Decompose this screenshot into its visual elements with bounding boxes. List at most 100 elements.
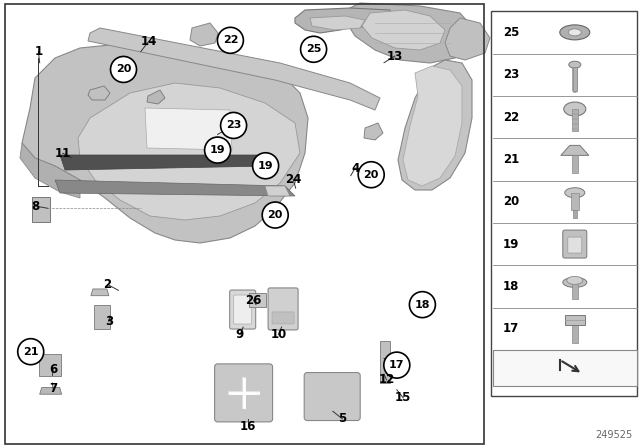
Text: 10: 10: [270, 328, 287, 341]
Polygon shape: [445, 18, 490, 60]
Text: 22: 22: [223, 35, 238, 45]
Circle shape: [410, 292, 435, 318]
Ellipse shape: [569, 61, 581, 68]
Ellipse shape: [564, 188, 585, 198]
Text: 8: 8: [31, 199, 39, 213]
Circle shape: [358, 162, 384, 188]
Polygon shape: [364, 123, 383, 140]
Circle shape: [205, 137, 230, 163]
Ellipse shape: [567, 276, 583, 284]
Bar: [32, 197, 50, 222]
Text: 14: 14: [140, 35, 157, 48]
Text: 23: 23: [226, 121, 241, 130]
Bar: [573, 210, 577, 218]
Text: 19: 19: [503, 237, 519, 250]
Text: 249525: 249525: [595, 430, 632, 440]
Circle shape: [262, 202, 288, 228]
Polygon shape: [91, 289, 109, 296]
Polygon shape: [265, 186, 290, 196]
Bar: [5, 4, 484, 444]
Text: 12: 12: [378, 373, 395, 387]
Bar: [491, 11, 637, 396]
Bar: [572, 282, 578, 299]
Text: 20: 20: [364, 170, 379, 180]
Bar: [572, 155, 578, 173]
Polygon shape: [345, 3, 475, 63]
Bar: [572, 109, 578, 131]
Polygon shape: [403, 66, 462, 186]
FancyBboxPatch shape: [563, 230, 587, 258]
Circle shape: [221, 112, 246, 138]
Polygon shape: [362, 10, 445, 50]
Polygon shape: [40, 388, 61, 394]
Circle shape: [218, 27, 243, 53]
Ellipse shape: [563, 277, 587, 288]
FancyBboxPatch shape: [230, 290, 256, 329]
Text: 22: 22: [503, 111, 519, 124]
Ellipse shape: [568, 29, 581, 36]
Bar: [573, 67, 577, 90]
Text: 25: 25: [306, 44, 321, 54]
Text: 4: 4: [351, 161, 359, 175]
Text: 5: 5: [339, 412, 346, 426]
Text: 20: 20: [116, 65, 131, 74]
Polygon shape: [398, 60, 472, 190]
FancyBboxPatch shape: [248, 293, 266, 306]
Text: 13: 13: [387, 49, 403, 63]
Ellipse shape: [560, 25, 590, 40]
Text: 19: 19: [210, 145, 225, 155]
FancyBboxPatch shape: [272, 312, 294, 324]
Polygon shape: [295, 8, 395, 33]
Text: 17: 17: [389, 360, 404, 370]
Circle shape: [301, 36, 326, 62]
Text: 9: 9: [236, 328, 244, 341]
FancyBboxPatch shape: [304, 373, 360, 421]
Text: 1: 1: [35, 45, 42, 58]
Polygon shape: [147, 90, 165, 104]
Text: 25: 25: [503, 26, 519, 39]
FancyBboxPatch shape: [38, 354, 61, 376]
Text: 6: 6: [49, 363, 57, 376]
Bar: [493, 350, 637, 386]
Polygon shape: [78, 83, 300, 220]
Circle shape: [18, 339, 44, 365]
FancyBboxPatch shape: [214, 364, 273, 422]
Text: 15: 15: [395, 391, 412, 405]
Text: 2: 2: [104, 278, 111, 291]
Text: 18: 18: [503, 280, 519, 293]
Text: 26: 26: [245, 293, 262, 307]
Text: 21: 21: [23, 347, 38, 357]
Ellipse shape: [564, 102, 586, 116]
Circle shape: [253, 153, 278, 179]
Polygon shape: [88, 28, 380, 110]
FancyBboxPatch shape: [568, 237, 582, 253]
Text: 19: 19: [258, 161, 273, 171]
FancyBboxPatch shape: [564, 315, 585, 325]
Text: 21: 21: [503, 153, 519, 166]
Text: 24: 24: [285, 172, 301, 186]
Bar: [571, 193, 579, 210]
Text: 17: 17: [503, 322, 519, 335]
Polygon shape: [190, 23, 218, 46]
Polygon shape: [55, 180, 295, 196]
FancyBboxPatch shape: [234, 295, 252, 324]
Text: 18: 18: [415, 300, 430, 310]
Polygon shape: [88, 86, 110, 100]
Bar: [572, 323, 578, 343]
Polygon shape: [310, 16, 365, 30]
Text: 3: 3: [105, 315, 113, 328]
Text: 20: 20: [268, 210, 283, 220]
FancyBboxPatch shape: [93, 305, 109, 329]
Polygon shape: [22, 43, 308, 243]
Text: 23: 23: [503, 68, 519, 81]
Polygon shape: [145, 108, 232, 150]
Text: 7: 7: [49, 382, 57, 396]
Text: 16: 16: [240, 420, 257, 433]
FancyBboxPatch shape: [380, 340, 390, 383]
Circle shape: [111, 56, 136, 82]
Polygon shape: [561, 146, 589, 155]
FancyBboxPatch shape: [268, 288, 298, 330]
Circle shape: [384, 352, 410, 378]
Text: 11: 11: [54, 146, 71, 160]
Text: 20: 20: [503, 195, 519, 208]
